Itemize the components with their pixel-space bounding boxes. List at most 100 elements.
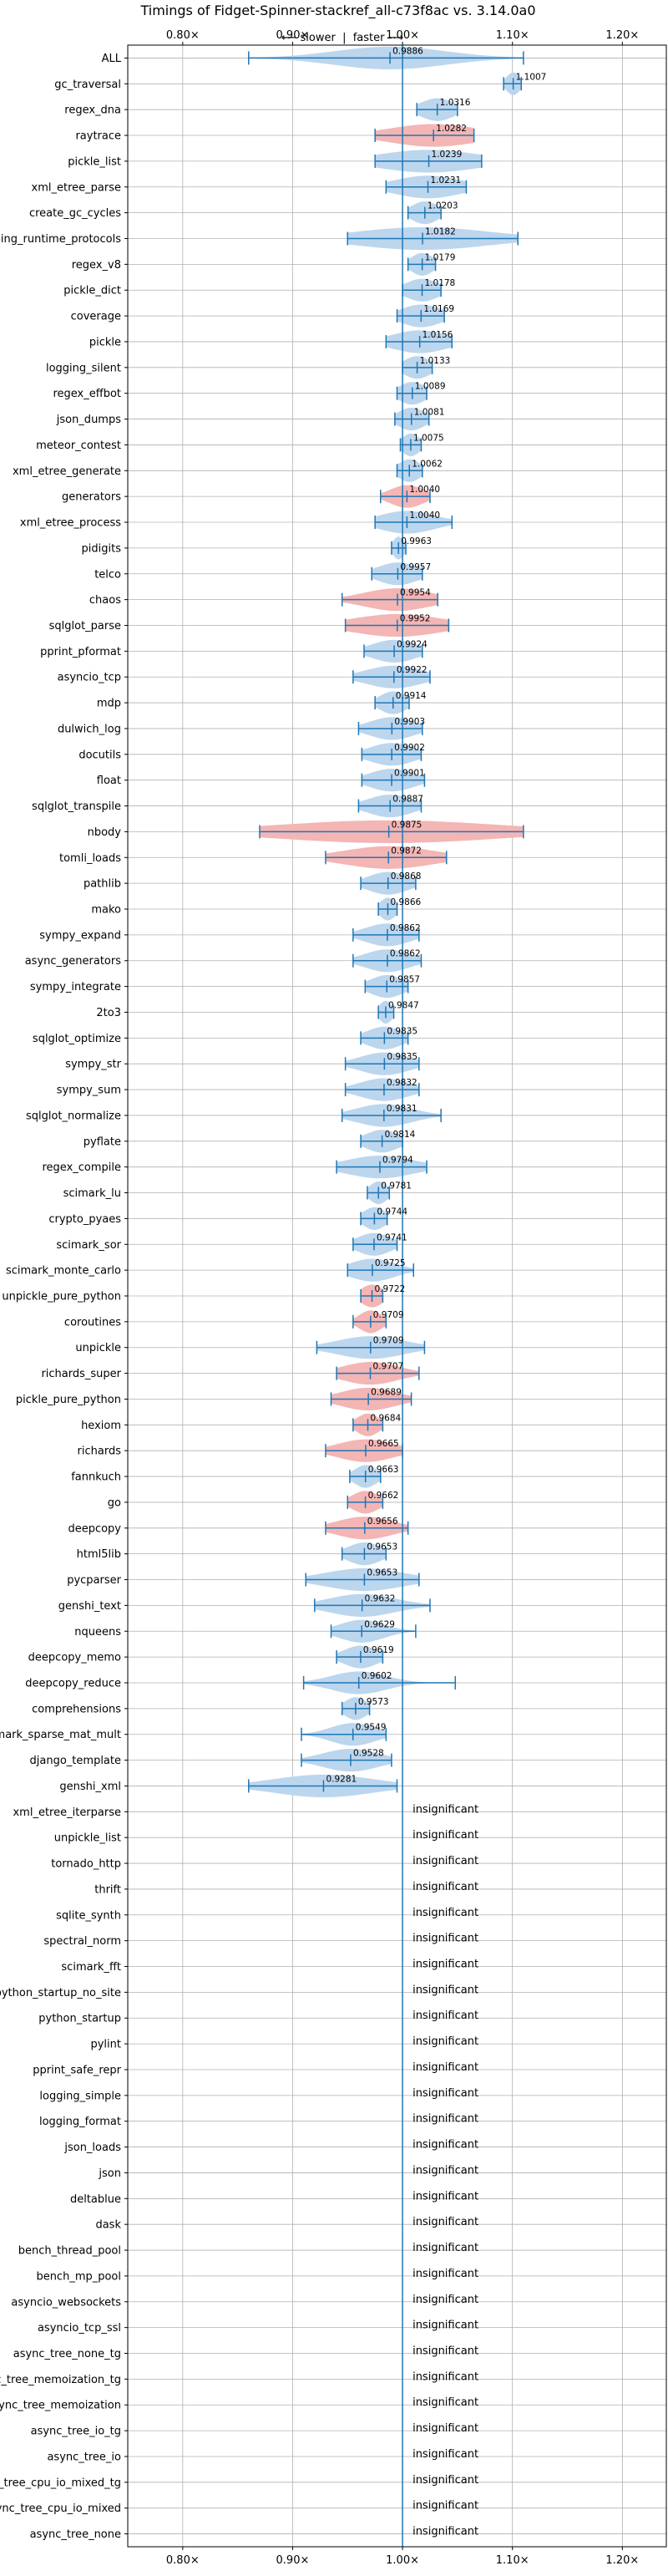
direction-hint: ⟵ slower | faster ⟶	[281, 32, 404, 44]
benchmark-name-label: xml_etree_process	[20, 517, 121, 530]
benchmark-name-label: unpickle_pure_python	[2, 1291, 121, 1303]
benchmark-name-label: richards	[78, 1446, 122, 1458]
row-labels: 0.9886 1.1007 1.0316 1.0282 1.0239 1.0231 1.02…	[326, 46, 546, 2538]
value-label: 0.9903	[394, 717, 425, 727]
insignificant-label: insignificant	[412, 1959, 478, 1971]
value-label: 0.9954	[400, 588, 431, 598]
value-label: 1.0231	[430, 175, 461, 185]
value-label: 0.9632	[365, 1593, 396, 1603]
insignificant-label: insignificant	[412, 2474, 478, 2487]
value-label: 0.9914	[396, 691, 427, 701]
benchmark-name-label: async_tree_none_tg	[13, 2348, 121, 2360]
benchmark-name-label: regex_dna	[64, 104, 121, 117]
benchmark-name-label: 2to3	[96, 1007, 121, 1019]
benchmark-name-label: unpickle	[75, 1342, 121, 1354]
benchmark-name-label: pycparser	[67, 1574, 121, 1587]
x-tick-label-bottom: 0.90×	[276, 2554, 310, 2567]
insignificant-label: insignificant	[412, 2164, 478, 2177]
value-label: 1.0282	[436, 124, 467, 134]
benchmark-name-label: deepcopy	[68, 1522, 121, 1535]
insignificant-label: insignificant	[412, 1907, 478, 1919]
value-label: 0.9963	[401, 536, 432, 546]
x-tick-label-top: 1.10×	[496, 29, 529, 42]
benchmark-name-label: hexiom	[81, 1420, 121, 1432]
value-label: 0.9549	[356, 1723, 387, 1733]
benchmark-name-label: sqlglot_normalize	[26, 1110, 121, 1122]
value-label: 0.9832	[387, 1078, 418, 1088]
x-tick-label-top: 1.20×	[605, 29, 639, 42]
insignificant-label: insignificant	[412, 1984, 478, 1996]
benchmark-name-label: docutils	[78, 749, 121, 761]
x-tick-label-top: 1.00×	[386, 29, 419, 42]
benchmark-name-label: json_loads	[63, 2142, 121, 2154]
value-label: 0.9887	[392, 795, 423, 805]
benchmark-name-label: async_tree_io	[47, 2451, 121, 2463]
benchmark-name-label: sqlglot_parse	[49, 620, 121, 633]
benchmark-name-label: regex_compile	[42, 1161, 121, 1174]
insignificant-label: insignificant	[412, 2087, 478, 2100]
benchmark-name-label: asyncio_tcp	[58, 672, 121, 684]
value-label: 0.9707	[373, 1362, 404, 1372]
insignificant-label: insignificant	[412, 2268, 478, 2280]
benchmark-name-label: typing_runtime_protocols	[0, 233, 121, 246]
value-label: 0.9629	[364, 1619, 395, 1629]
value-label: 0.9847	[388, 1000, 419, 1010]
insignificant-label: insignificant	[412, 2035, 478, 2048]
benchmark-name-label: coverage	[71, 311, 121, 323]
benchmark-name-label: sqlglot_transpile	[32, 800, 121, 813]
value-label: 0.9656	[367, 1517, 398, 1527]
benchmark-name-label: pidigits	[82, 542, 122, 555]
value-label: 0.9722	[374, 1284, 405, 1294]
value-label: 0.9957	[400, 562, 431, 572]
insignificant-label: insignificant	[412, 2216, 478, 2228]
x-tick-label-bottom: 0.80×	[166, 2554, 200, 2567]
benchmark-name-label: pickle_pure_python	[16, 1394, 121, 1406]
benchmark-name-label: unpickle_list	[54, 1832, 121, 1845]
value-label: 0.9689	[371, 1387, 402, 1397]
benchmark-name-label: pickle_list	[68, 155, 121, 168]
benchmark-name-label: chaos	[89, 594, 121, 607]
value-label: 0.9665	[368, 1439, 399, 1449]
insignificant-label: insignificant	[412, 2190, 478, 2203]
value-label: 0.9875	[392, 820, 423, 830]
benchmark-name-label: pyflate	[84, 1136, 121, 1148]
value-label: 0.9922	[397, 665, 428, 675]
value-label: 0.9835	[387, 1052, 418, 1062]
value-label: 0.9709	[373, 1310, 404, 1320]
benchmark-name-label: deepcopy_reduce	[25, 1677, 121, 1689]
chart-title: Timings of Fidget-Spinner-stackref_all-c…	[139, 3, 535, 19]
benchmark-name-label: html5lib	[77, 1548, 121, 1561]
value-label: 0.9709	[373, 1336, 404, 1346]
value-label: 0.9831	[387, 1104, 418, 1114]
benchmark-name-label: sqlite_synth	[56, 1909, 121, 1922]
benchmark-name-label: ALL	[102, 53, 122, 65]
benchmark-name-label: generators	[62, 491, 121, 504]
value-label: 1.0169	[423, 304, 454, 314]
value-label: 0.9794	[382, 1156, 413, 1166]
benchmark-name-label: dulwich_log	[58, 723, 121, 735]
insignificant-label: insignificant	[412, 2500, 478, 2512]
benchmark-name-label: async_tree_cpu_io_mixed	[0, 2502, 121, 2515]
benchmark-name-label: comprehensions	[32, 1703, 121, 1715]
value-label: 0.9653	[367, 1542, 397, 1552]
value-label: 1.0089	[415, 382, 446, 392]
benchmark-name-label: deltablue	[70, 2193, 121, 2206]
value-label: 0.9872	[391, 846, 422, 856]
benchmark-name-label: coroutines	[64, 1316, 121, 1329]
benchmark-name-label: asyncio_websockets	[11, 2296, 121, 2309]
benchmark-name-label: nbody	[88, 826, 122, 839]
benchmark-name-label: create_gc_cycles	[29, 207, 121, 220]
value-label: 0.9857	[389, 975, 420, 985]
benchmark-name-label: django_template	[30, 1755, 121, 1767]
benchmark-name-label: scimark_lu	[63, 1187, 121, 1200]
insignificant-label: insignificant	[412, 1803, 478, 1816]
value-label: 0.9662	[368, 1491, 399, 1501]
value-label: 0.9835	[387, 1026, 418, 1036]
value-label: 0.9725	[375, 1258, 406, 1268]
benchmark-name-label: json	[98, 2167, 121, 2180]
benchmark-name-label: logging_format	[39, 2116, 121, 2128]
benchmark-name-label: async_tree_none	[30, 2528, 121, 2541]
benchmark-name-label: genshi_text	[58, 1600, 121, 1613]
